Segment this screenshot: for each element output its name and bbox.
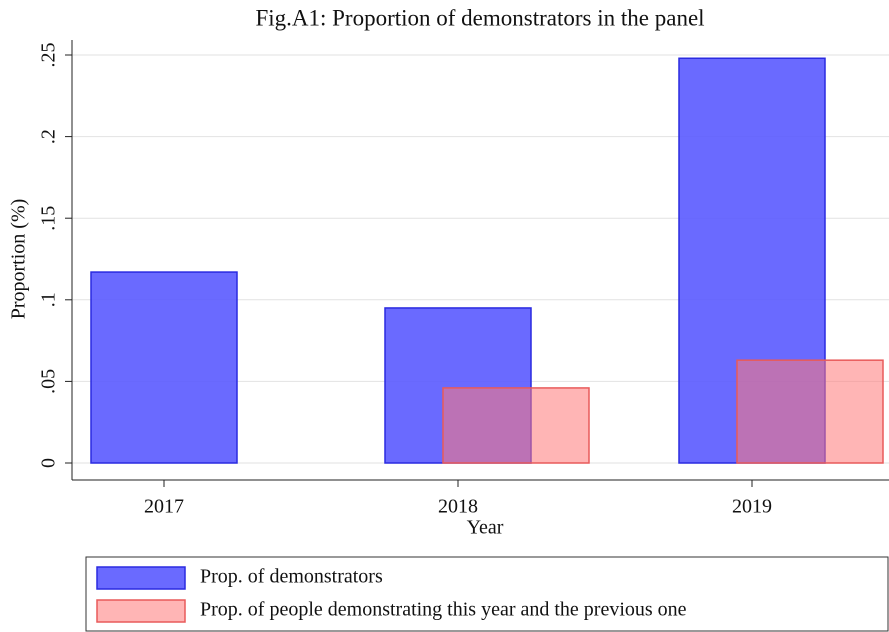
- y-tick-label: .25: [38, 43, 60, 68]
- x-tick-label: 2019: [732, 496, 772, 518]
- y-tick-label: .05: [38, 369, 60, 394]
- y-tick-label: .1: [38, 292, 60, 307]
- bar: [90, 271, 238, 464]
- legend-box: [85, 556, 889, 632]
- legend-label: Prop. of demonstrators: [200, 566, 383, 588]
- chart-title: Fig.A1: Proportion of demonstrators in t…: [255, 5, 704, 30]
- x-tick-label: 2018: [438, 496, 478, 518]
- bar: [736, 359, 884, 464]
- bar: [442, 387, 590, 464]
- y-axis-title: Proportion (%): [8, 199, 30, 320]
- x-axis-title: Year: [467, 517, 504, 539]
- y-tick-label: 0: [38, 458, 60, 468]
- x-tick-label: 2017: [144, 496, 184, 518]
- y-tick-label: .15: [38, 206, 60, 231]
- legend-label: Prop. of people demonstrating this year …: [200, 599, 687, 621]
- legend-swatch: [96, 566, 186, 590]
- y-tick-label: .2: [38, 129, 60, 144]
- legend-swatch: [96, 599, 186, 623]
